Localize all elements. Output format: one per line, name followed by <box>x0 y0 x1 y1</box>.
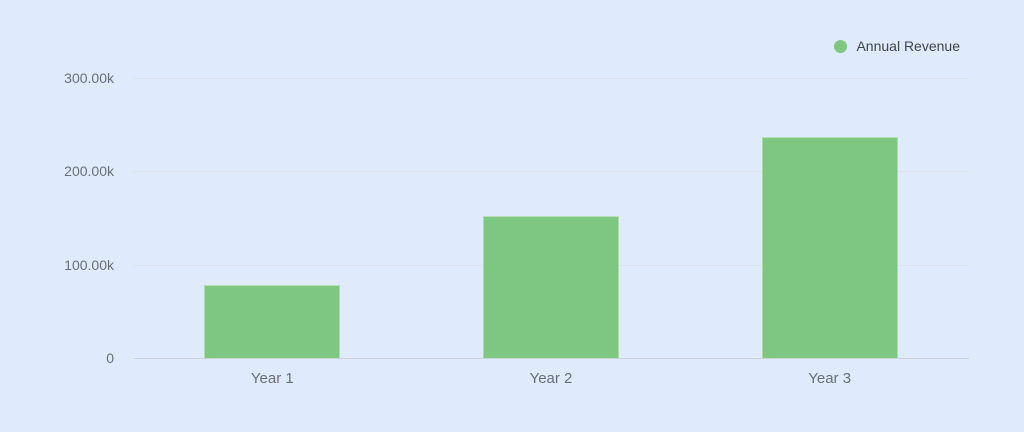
y-tick-label: 300.00k <box>64 70 114 86</box>
bar-year-1[interactable] <box>204 285 341 358</box>
x-tick-label: Year 2 <box>529 370 573 387</box>
x-tick-label: Year 1 <box>250 370 294 387</box>
x-axis-line <box>133 358 969 359</box>
gridline <box>133 171 969 173</box>
gridline <box>133 78 969 79</box>
y-tick-label: 0 <box>106 350 114 366</box>
legend-marker-icon <box>834 39 848 53</box>
legend-label: Annual Revenue <box>856 38 960 54</box>
x-tick-label: Year 3 <box>808 370 852 387</box>
y-tick-label: 100.00k <box>64 256 114 273</box>
bar-year-3[interactable] <box>761 136 898 358</box>
y-tick-label: 200.00k <box>64 163 114 180</box>
legend-item-annual-revenue[interactable]: Annual Revenue <box>834 38 960 54</box>
bar-year-2[interactable] <box>483 216 619 358</box>
